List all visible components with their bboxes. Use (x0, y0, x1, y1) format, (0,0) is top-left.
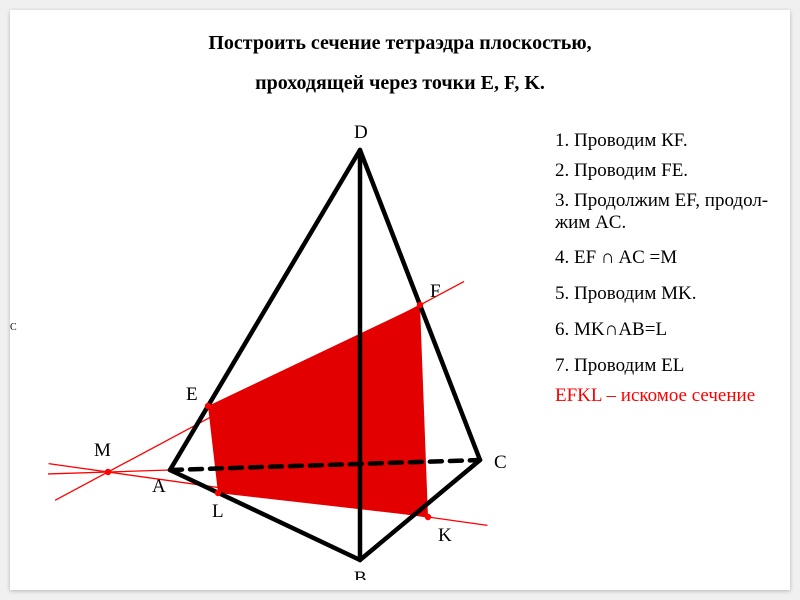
step-6: 6. MK∩AB=L (555, 319, 785, 341)
vertex-label-F: F (430, 281, 441, 302)
step-4: 4. EF ∩ AC =M (555, 247, 785, 269)
title-line-1: Построить сечение тетраэдра плоскостью, (10, 32, 790, 55)
construction-steps: 1. Проводим КF. 2. Проводим FE. 3. Продо… (555, 130, 785, 415)
vertex-label-M: M (94, 440, 111, 461)
slide: Построить сечение тетраэдра плоскостью, … (10, 10, 790, 590)
title-line-2: проходящей через точки E, F, K. (10, 72, 790, 95)
step-1: 1. Проводим КF. (555, 130, 785, 152)
vertex-label-D: D (354, 122, 368, 143)
step-7: 7. Проводим EL (555, 355, 785, 377)
stray-char: С (10, 322, 17, 333)
vertex-label-B: B (354, 568, 367, 580)
tetrahedron-diagram: A B C D E F K L M (30, 110, 530, 580)
result-text: EFKL – искомое сечение (555, 385, 785, 407)
vertex-label-L: L (212, 501, 224, 522)
step-2: 2. Проводим FE. (555, 160, 785, 182)
vertex-label-K: K (438, 525, 452, 546)
vertex-label-E: E (186, 384, 198, 405)
vertex-label-C: C (494, 452, 507, 473)
step-3: 3. Продолжим EF, продол-жим AC. (555, 190, 785, 234)
step-5: 5. Проводим MK. (555, 283, 785, 305)
vertex-label-A: A (152, 476, 166, 497)
